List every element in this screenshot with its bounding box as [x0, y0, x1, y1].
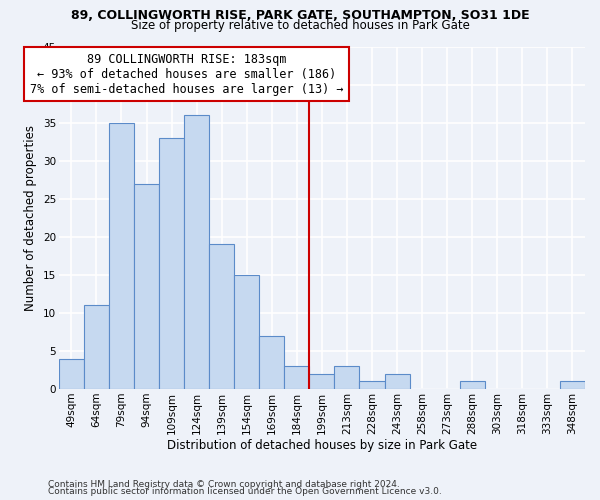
- Bar: [134, 184, 159, 389]
- Text: Size of property relative to detached houses in Park Gate: Size of property relative to detached ho…: [131, 19, 469, 32]
- Bar: [359, 382, 385, 389]
- Bar: [460, 382, 485, 389]
- Bar: [234, 275, 259, 389]
- Bar: [59, 358, 84, 389]
- Bar: [84, 306, 109, 389]
- Bar: [334, 366, 359, 389]
- Bar: [159, 138, 184, 389]
- Bar: [259, 336, 284, 389]
- Bar: [109, 122, 134, 389]
- Y-axis label: Number of detached properties: Number of detached properties: [24, 125, 37, 311]
- Bar: [184, 115, 209, 389]
- Text: 89, COLLINGWORTH RISE, PARK GATE, SOUTHAMPTON, SO31 1DE: 89, COLLINGWORTH RISE, PARK GATE, SOUTHA…: [71, 9, 529, 22]
- Text: Contains public sector information licensed under the Open Government Licence v3: Contains public sector information licen…: [48, 487, 442, 496]
- Text: 89 COLLINGWORTH RISE: 183sqm
← 93% of detached houses are smaller (186)
7% of se: 89 COLLINGWORTH RISE: 183sqm ← 93% of de…: [30, 52, 343, 96]
- Bar: [560, 382, 585, 389]
- X-axis label: Distribution of detached houses by size in Park Gate: Distribution of detached houses by size …: [167, 440, 477, 452]
- Bar: [310, 374, 334, 389]
- Text: Contains HM Land Registry data © Crown copyright and database right 2024.: Contains HM Land Registry data © Crown c…: [48, 480, 400, 489]
- Bar: [284, 366, 310, 389]
- Bar: [209, 244, 234, 389]
- Bar: [385, 374, 410, 389]
